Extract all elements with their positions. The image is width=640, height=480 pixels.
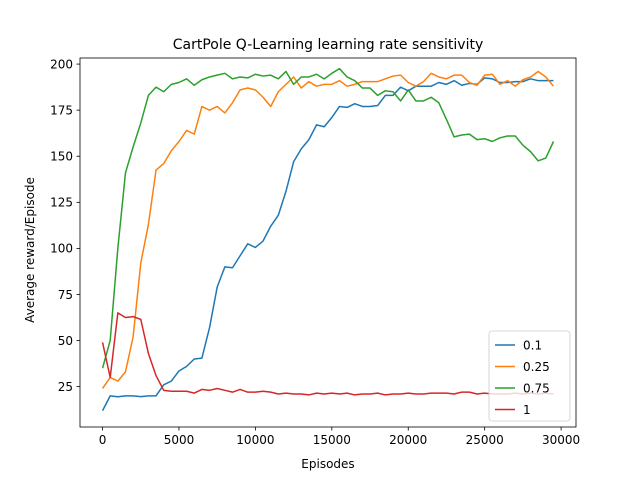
y-tick-label: 100 (50, 242, 73, 256)
legend-label-2: 0.25 (523, 360, 550, 374)
y-tick-label: 50 (58, 334, 73, 348)
y-axis: 25 50 75 100 125 150 175 200 (50, 57, 80, 394)
y-tick-label: 75 (58, 288, 73, 302)
x-tick-label: 15000 (313, 433, 351, 447)
chart-title: CartPole Q-Learning learning rate sensit… (173, 37, 484, 53)
series-line-3 (101, 67, 555, 369)
series-line-4 (101, 312, 554, 396)
x-tick-label: 5000 (164, 433, 195, 447)
y-tick-label: 150 (50, 150, 73, 164)
x-tick-label: 25000 (466, 433, 504, 447)
legend-box (488, 330, 571, 422)
legend-label-1: 0.1 (523, 338, 542, 352)
plot-area (79, 57, 577, 428)
x-axis: 0 5000 10000 15000 20000 25000 30000 (99, 427, 580, 447)
x-tick-label: 10000 (236, 433, 274, 447)
y-tick-label: 25 (58, 380, 73, 394)
y-axis-label: Average reward/Episode (23, 177, 37, 323)
axes-frame (79, 57, 577, 428)
series-line-2 (101, 70, 555, 389)
x-tick-label: 30000 (542, 433, 580, 447)
legend: 0.1 0.25 0.75 1 (488, 330, 571, 422)
x-tick-label: 0 (99, 433, 107, 447)
y-tick-label: 125 (50, 196, 73, 210)
legend-label-3: 0.75 (523, 381, 550, 395)
x-axis-label: Episodes (301, 457, 354, 471)
x-tick-label: 20000 (389, 433, 427, 447)
y-tick-label: 200 (50, 57, 73, 71)
legend-label-4: 1 (523, 403, 531, 417)
y-tick-label: 175 (50, 103, 73, 117)
